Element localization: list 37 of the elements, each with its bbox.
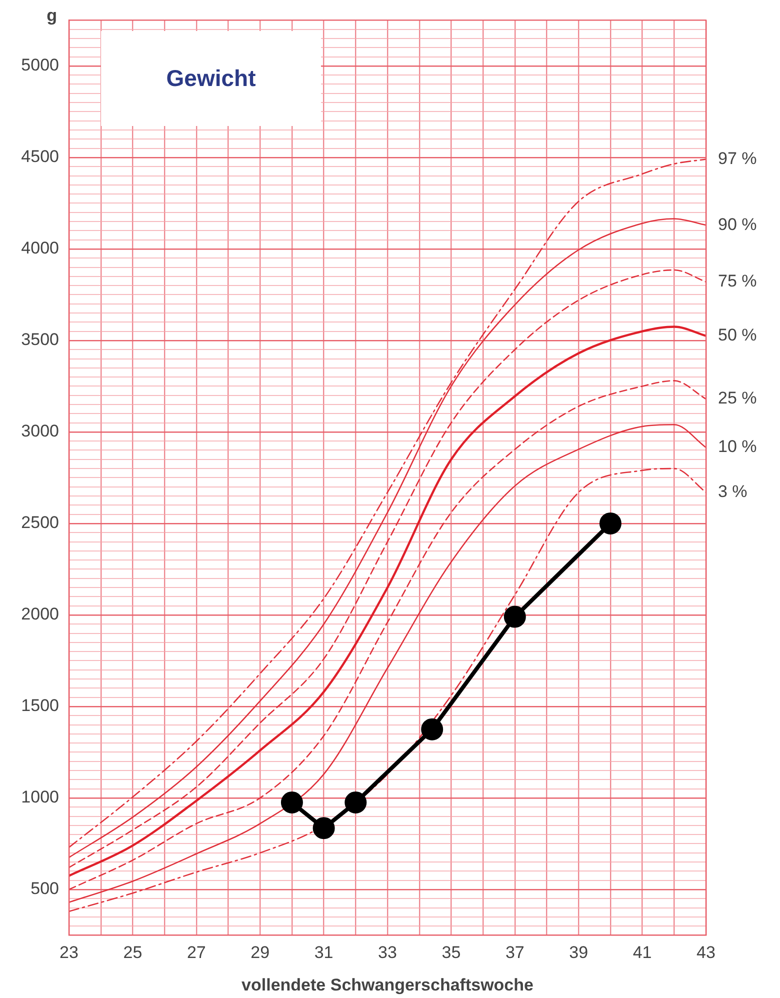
y-tick-label: 2500 (21, 513, 59, 532)
y-tick-label: 5000 (21, 56, 59, 75)
x-axis-title: vollendete Schwangerschaftswoche (242, 975, 534, 994)
series-label: 90 % (718, 214, 757, 234)
y-tick-label: 3500 (21, 330, 59, 350)
point (280, 792, 303, 814)
y-tick-label: 3000 (21, 422, 59, 441)
x-tick-label: 43 (696, 943, 716, 962)
x-tick-label: 33 (378, 943, 397, 962)
x-tick-label: 37 (505, 943, 524, 962)
series-label: 75 % (718, 272, 757, 291)
point (421, 718, 444, 740)
y-tick-label: 4500 (21, 147, 59, 166)
x-tick-label: 41 (632, 943, 652, 962)
y-tick-label: 1000 (21, 788, 59, 807)
y-axis-title: g (46, 6, 57, 25)
y-tick-label: 1500 (21, 696, 59, 716)
point (504, 606, 526, 628)
x-tick-label: 25 (123, 943, 142, 962)
x-tick-label: 27 (186, 943, 206, 962)
x-tick-label: 31 (314, 943, 334, 962)
series-label: 3 % (718, 482, 748, 502)
point (312, 817, 335, 840)
point (599, 512, 622, 534)
x-tick-label: 29 (250, 943, 270, 962)
x-tick-label: 23 (60, 943, 78, 962)
series-label: 97 % (718, 148, 757, 168)
label-panel: Gewicht (101, 31, 321, 126)
y-tick-label: 4000 (21, 238, 59, 258)
series-label: 10 % (718, 437, 757, 456)
y-tick-label: 2000 (21, 604, 59, 624)
y-tick-label: 500 (30, 879, 59, 898)
series-label: 50 % (718, 326, 757, 345)
x-tick-label: 39 (569, 943, 588, 962)
series-label: 25 % (718, 388, 757, 408)
x-tick-label: 35 (442, 943, 461, 962)
point (344, 792, 367, 814)
